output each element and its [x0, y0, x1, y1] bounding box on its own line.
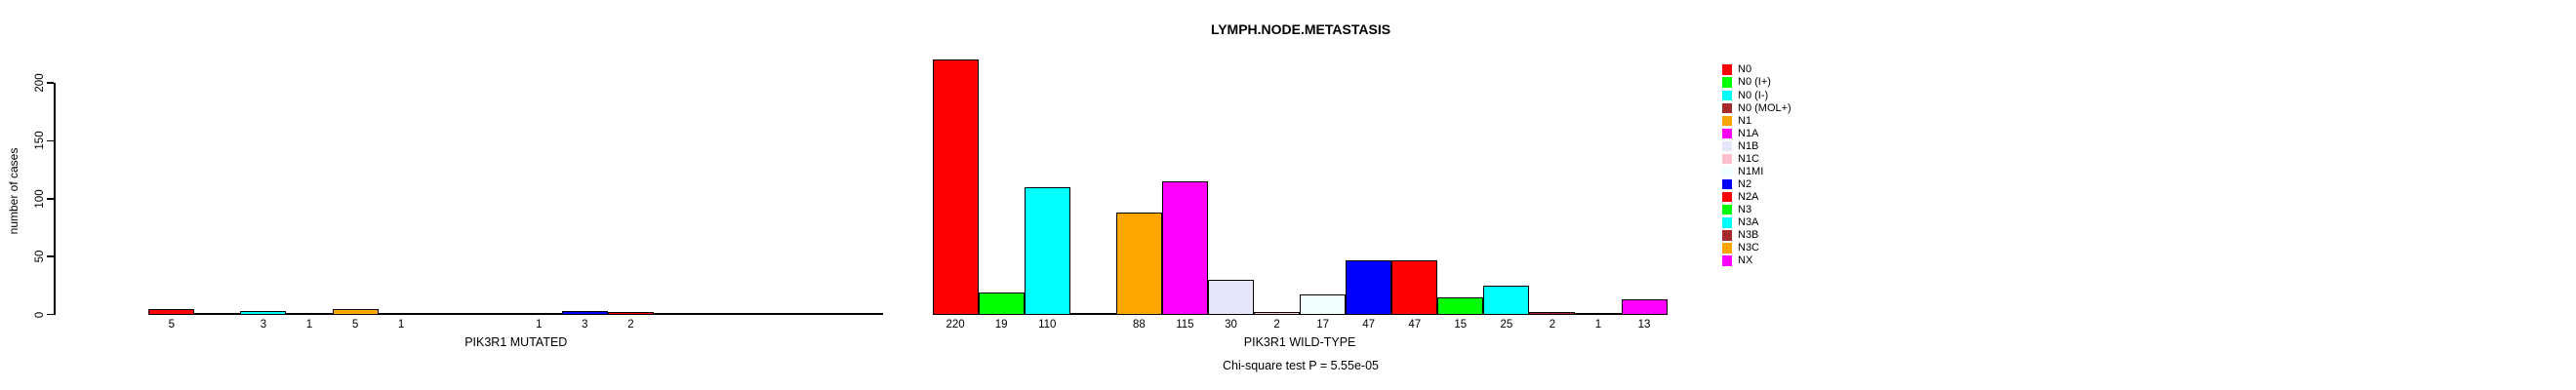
legend-label: N1B	[1738, 139, 1759, 152]
bar-value-label: 2	[627, 318, 634, 331]
bar	[1529, 312, 1576, 315]
legend-swatch	[1721, 166, 1732, 177]
y-axis-tick-label: 100	[34, 189, 46, 209]
bar-value-label: 15	[1454, 318, 1468, 331]
bar-value-label: 17	[1316, 318, 1329, 331]
y-axis-label: number of cases	[7, 147, 20, 235]
y-axis-tick-label: 50	[34, 250, 46, 263]
legend-swatch	[1721, 230, 1732, 241]
legend-label: N3B	[1738, 229, 1759, 242]
legend-label: N1MI	[1738, 165, 1764, 177]
bar-value-label: 47	[1408, 318, 1422, 331]
legend-label: N0 (I-)	[1738, 89, 1769, 101]
legend-label: N0 (MOL+)	[1738, 101, 1791, 114]
legend-swatch	[1721, 243, 1732, 254]
y-axis-tick	[47, 82, 55, 84]
bar-value-label: 2	[1273, 318, 1280, 331]
bar	[1437, 296, 1484, 315]
legend-swatch	[1721, 64, 1732, 75]
legend-label: N3A	[1738, 216, 1759, 228]
legend-swatch	[1721, 140, 1732, 152]
legend-swatch	[1721, 102, 1732, 114]
bar	[148, 308, 195, 315]
legend-swatch	[1721, 90, 1732, 100]
y-axis-line	[54, 82, 56, 315]
bar-value-label: 1	[305, 318, 313, 331]
bar-value-label: 5	[168, 318, 176, 331]
bar-value-label: 88	[1132, 318, 1146, 331]
bar	[1346, 259, 1392, 315]
legend-label: N2A	[1738, 190, 1759, 203]
group-label: PIK3R1 MUTATED	[464, 334, 568, 349]
legend-label: N0	[1738, 63, 1752, 76]
y-axis-tick	[47, 197, 55, 200]
y-axis-tick-label: 150	[34, 131, 46, 150]
bar	[378, 313, 424, 316]
bar-value-label: 25	[1500, 318, 1513, 331]
bar	[1207, 279, 1254, 315]
legend-swatch	[1721, 115, 1732, 127]
legend-label: N1	[1738, 114, 1752, 127]
bar-value-label: 30	[1225, 318, 1237, 331]
bar-value-label: 13	[1637, 318, 1651, 331]
legend-label: N2	[1738, 177, 1752, 190]
bar-value-label: 47	[1362, 318, 1376, 331]
bar-value-label: 2	[1549, 318, 1556, 331]
legend-label: N0 (I+)	[1738, 76, 1771, 89]
legend-label: N1A	[1738, 127, 1759, 139]
legend-label: N3C	[1738, 242, 1760, 254]
bar-value-label: 1	[1594, 318, 1602, 331]
y-axis-tick	[47, 255, 55, 257]
bar-value-label: 220	[946, 318, 965, 331]
bar	[1161, 180, 1208, 315]
group-label: PIK3R1 WILD-TYPE	[1243, 334, 1356, 349]
bar-value-label: 19	[994, 318, 1008, 331]
legend-swatch	[1721, 255, 1732, 266]
bar	[286, 313, 333, 316]
bar	[978, 292, 1025, 315]
bar-value-label: 110	[1038, 318, 1057, 331]
bar	[1115, 213, 1162, 315]
bar	[1391, 259, 1438, 315]
legend-label: N1C	[1738, 152, 1760, 165]
x-axis-baseline	[932, 313, 1668, 315]
chart-title: LYMPH.NODE.METASTASIS	[1210, 21, 1391, 37]
bar-value-label: 5	[351, 318, 359, 331]
legend-swatch	[1721, 77, 1732, 88]
bar	[1300, 294, 1347, 315]
bar	[1024, 186, 1070, 315]
legend-label: N3	[1738, 203, 1752, 215]
chi-square-annotation: Chi-square test P = 5.55e-05	[1223, 359, 1379, 372]
bar	[1254, 312, 1301, 315]
bar	[1621, 299, 1668, 315]
bar-value-label: 3	[582, 318, 588, 331]
y-axis-tick-label: 0	[34, 311, 46, 318]
bar	[515, 313, 562, 316]
legend-swatch	[1721, 153, 1732, 165]
legend-swatch	[1721, 191, 1732, 203]
bar	[1483, 285, 1530, 315]
bar	[607, 312, 654, 315]
legend-swatch	[1721, 204, 1732, 215]
y-axis-tick	[47, 139, 55, 142]
legend-label: NX	[1738, 254, 1753, 267]
y-axis-tick	[47, 313, 55, 316]
bar	[561, 311, 608, 315]
legend-swatch	[1721, 217, 1732, 228]
bar	[332, 308, 379, 315]
bar	[932, 59, 979, 315]
legend-swatch	[1721, 128, 1732, 139]
bar-value-label: 1	[397, 318, 405, 331]
bar-value-label: 3	[260, 318, 267, 331]
y-axis-tick-label: 200	[34, 73, 46, 93]
bar-value-label: 115	[1176, 318, 1194, 331]
bar	[240, 311, 287, 315]
bar-value-label: 1	[536, 318, 543, 331]
legend-swatch	[1721, 178, 1732, 190]
bar	[1575, 313, 1622, 316]
